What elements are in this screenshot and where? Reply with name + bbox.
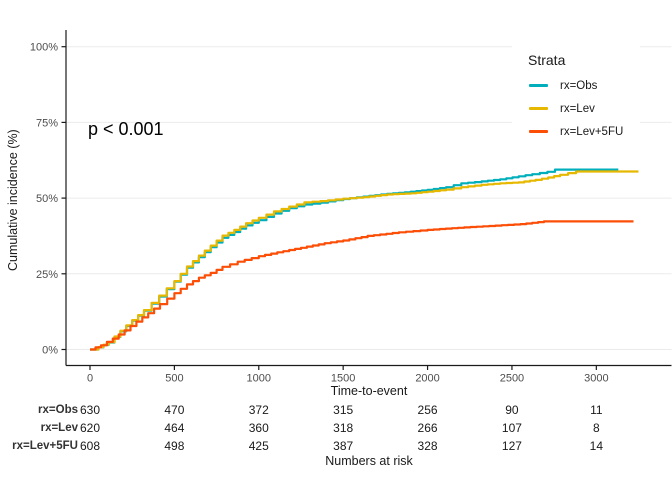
risk-value: 470 — [164, 402, 185, 417]
y-tick-label: 0% — [42, 345, 58, 357]
curve-rx-lev-5fu — [90, 220, 634, 351]
curve-rx-obs — [90, 168, 619, 351]
x-tick-label: 500 — [165, 373, 183, 385]
risk-value: 360 — [248, 420, 269, 435]
risk-value: 107 — [501, 420, 522, 435]
axes: 0 500 1000 1500 2000 2500 3000 0% 25% 50% 75% 100% — [30, 30, 672, 385]
risk-value: 256 — [417, 402, 438, 417]
y-tick-label: 50% — [36, 193, 58, 205]
risk-value: 11 — [590, 402, 603, 417]
risk-value: 620 — [79, 420, 101, 435]
curve-rx-lev — [90, 170, 639, 351]
p-value-annotation: p < 0.001 — [88, 119, 164, 139]
risk-value: 8 — [592, 420, 600, 435]
risk-table-caption: Numbers at risk — [325, 454, 413, 468]
x-tick-label: 1500 — [331, 373, 355, 385]
risk-value: 425 — [248, 438, 269, 453]
risk-value: 608 — [79, 438, 101, 453]
legend-item-rx-lev-5fu[interactable]: rx=Lev+5FU — [512, 120, 640, 143]
x-tick-label: 2000 — [415, 373, 439, 385]
risk-value: 372 — [248, 402, 269, 417]
legend: Strata rx=Obs rx=Lev rx=Lev+5FU — [512, 44, 640, 149]
legend-line-swatch — [529, 84, 548, 87]
risk-value: 630 — [79, 402, 101, 417]
legend-item-label: rx=Lev — [560, 102, 595, 115]
risk-value: 318 — [333, 420, 354, 435]
risk-value: 464 — [164, 420, 185, 435]
legend-items: rx=Obs rx=Lev rx=Lev+5FU — [512, 74, 640, 143]
legend-line-swatch — [529, 130, 548, 133]
x-tick-label: 1000 — [247, 373, 271, 385]
risk-value: 498 — [164, 438, 185, 453]
risk-row-label: rx=Obs — [38, 403, 78, 416]
legend-title: Strata — [528, 52, 566, 68]
y-tick-label: 25% — [36, 269, 58, 281]
risk-value: 14 — [589, 438, 603, 453]
risk-row-label: rx=Lev — [40, 421, 78, 434]
legend-item-rx-lev[interactable]: rx=Lev — [512, 97, 640, 120]
risk-value: 315 — [333, 402, 354, 417]
risk-row-label: rx=Lev+5FU — [12, 439, 78, 452]
x-tick-label: 0 — [87, 373, 93, 385]
y-tick-label: 75% — [36, 117, 58, 129]
legend-item-rx-obs[interactable]: rx=Obs — [512, 74, 640, 97]
x-axis-title: Time-to-event — [330, 384, 408, 398]
x-tick-label: 2500 — [500, 373, 524, 385]
risk-value: 266 — [417, 420, 438, 435]
y-axis-title: Cumulative incidence (%) — [6, 129, 20, 271]
risk-value: 90 — [505, 402, 519, 417]
risk-value: 328 — [417, 438, 438, 453]
risk-value: 127 — [501, 438, 522, 453]
y-tick-label: 100% — [30, 42, 58, 54]
x-tick-label: 3000 — [584, 373, 608, 385]
risk-value: 387 — [333, 438, 354, 453]
legend-item-label: rx=Lev+5FU — [560, 125, 624, 138]
legend-line-swatch — [529, 107, 548, 110]
legend-item-label: rx=Obs — [560, 79, 598, 92]
curves — [90, 168, 639, 351]
